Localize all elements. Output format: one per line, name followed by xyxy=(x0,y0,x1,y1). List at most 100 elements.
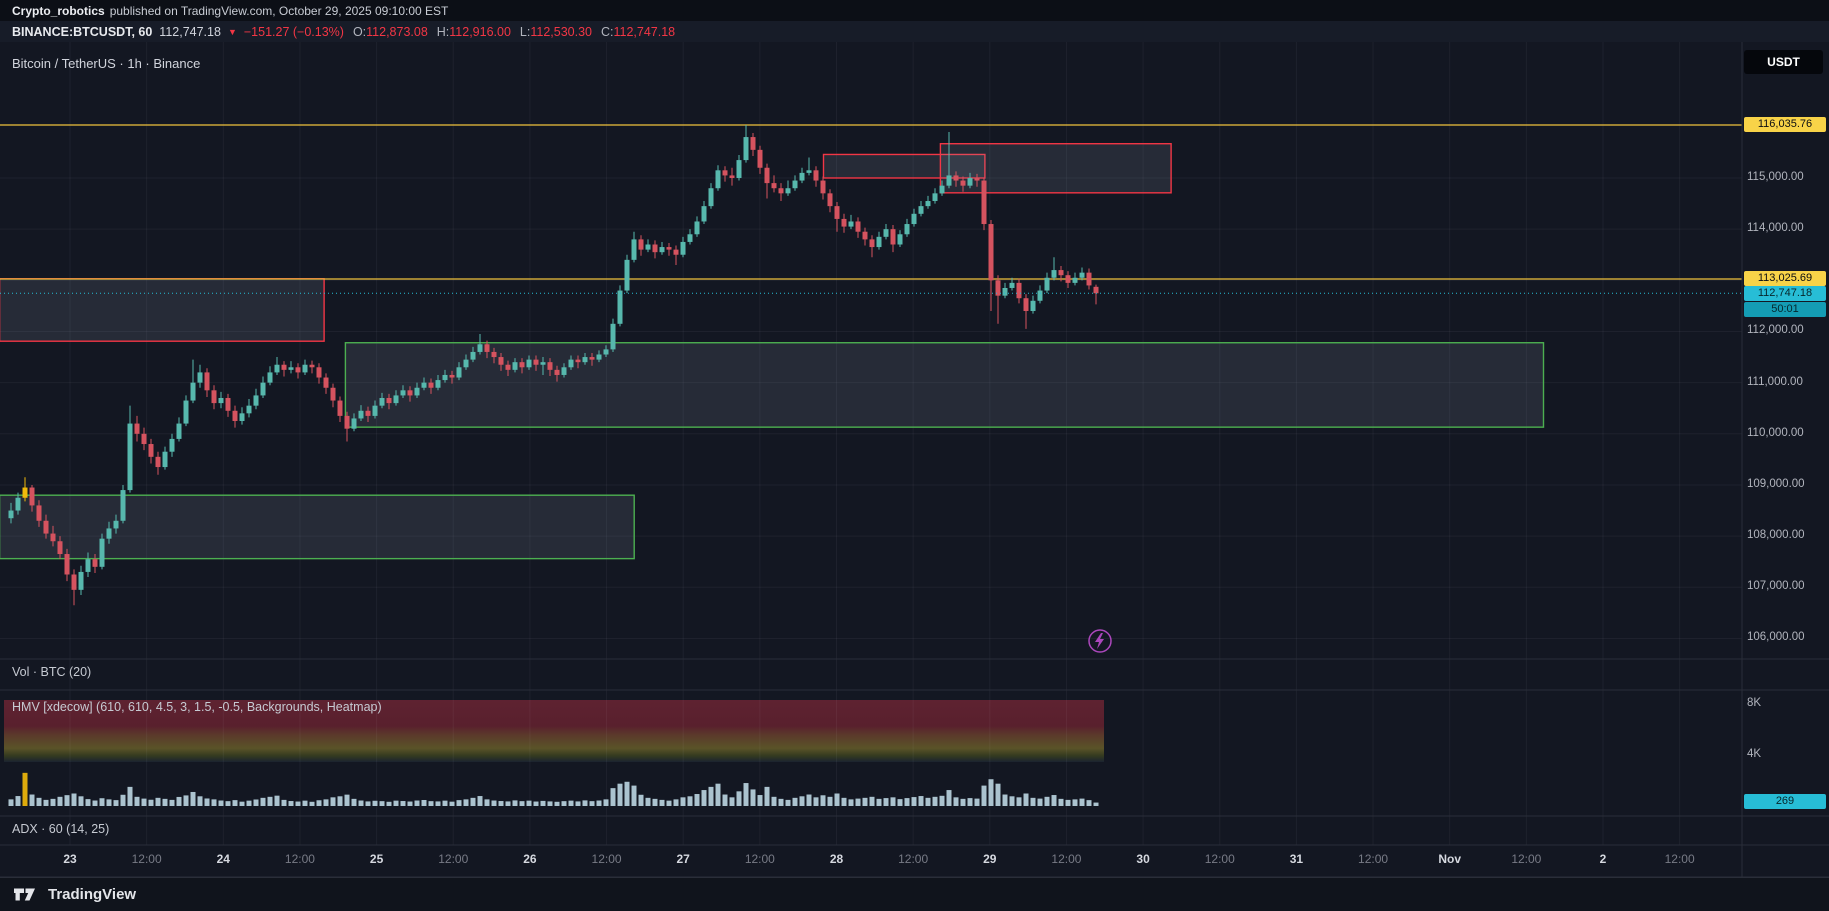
time-axis-label: 29 xyxy=(983,852,997,866)
candle-body xyxy=(820,180,826,194)
volume-bar xyxy=(260,797,266,806)
volume-bar xyxy=(589,801,595,806)
candle-body xyxy=(393,395,399,404)
lightning-icon[interactable] xyxy=(1095,633,1104,649)
tradingview-brand[interactable]: TradingView xyxy=(48,886,137,903)
volume-bar xyxy=(1051,795,1057,806)
candle-body xyxy=(631,239,637,260)
volume-bar xyxy=(680,797,686,806)
candle-body xyxy=(645,244,651,250)
candle-body xyxy=(421,382,427,388)
high-value: 112,916.00 xyxy=(449,24,511,39)
author-name[interactable]: Crypto_robotics xyxy=(12,3,105,18)
volume-bar xyxy=(99,798,105,806)
volume-bar xyxy=(631,785,637,806)
volume-bar xyxy=(932,796,938,806)
candle-body xyxy=(127,423,133,491)
volume-axis-label: 4K xyxy=(1747,748,1762,760)
candle-body xyxy=(281,364,287,370)
candle-body xyxy=(897,234,903,245)
time-axis-label: 23 xyxy=(63,852,77,866)
price-axis-label: 111,000.00 xyxy=(1747,375,1803,388)
footer-bar: TradingView xyxy=(0,877,1829,911)
price-line-label: 113,025.69 xyxy=(1744,271,1826,286)
volume-bar xyxy=(330,797,336,806)
volume-bar xyxy=(785,799,791,806)
candle-body xyxy=(197,372,203,383)
candle-body xyxy=(1093,286,1099,294)
volume-bar xyxy=(764,786,770,806)
hmv-indicator-label[interactable]: HMV [xdecow] (610, 610, 4.5, 3, 1.5, -0.… xyxy=(12,700,382,714)
volume-bar xyxy=(750,789,756,806)
candle-body xyxy=(463,359,469,368)
volume-bar xyxy=(547,801,553,806)
volume-bar xyxy=(638,794,644,806)
candle-body xyxy=(8,510,14,519)
volume-bar xyxy=(302,800,308,806)
time-axis-label: Nov xyxy=(1438,852,1462,866)
candle-body xyxy=(162,451,168,468)
candle-body xyxy=(953,175,959,181)
volume-bar xyxy=(715,783,721,806)
candle-body xyxy=(540,362,546,365)
candle-body xyxy=(708,188,714,207)
candle-body xyxy=(729,175,735,178)
volume-bar xyxy=(1079,798,1085,806)
candle-body xyxy=(288,367,294,370)
volume-bar xyxy=(533,801,539,806)
currency-toggle-button[interactable]: USDT xyxy=(1744,50,1823,74)
volume-indicator-label[interactable]: Vol · BTC (20) xyxy=(12,665,92,679)
time-axis-label: 12:00 xyxy=(1358,852,1389,866)
candle-body xyxy=(575,359,581,363)
candle-body xyxy=(519,362,525,368)
volume-bar xyxy=(841,797,847,806)
time-axis[interactable] xyxy=(0,845,1742,877)
boost-circle-icon[interactable] xyxy=(1088,629,1112,653)
candle-countdown: 50:01 xyxy=(1744,302,1826,318)
adx-indicator-label[interactable]: ADX · 60 (14, 25) xyxy=(12,822,110,836)
close-value: 112,747.18 xyxy=(613,24,676,39)
volume-bar xyxy=(988,779,994,806)
price-axis-label: 106,000.00 xyxy=(1747,631,1805,644)
symbol-name[interactable]: BINANCE:BTCUSDT, 60 xyxy=(12,24,153,39)
volume-bar xyxy=(393,800,399,806)
candle-body xyxy=(526,359,532,368)
candle-body xyxy=(841,218,847,227)
symbol-info-bar: BINANCE:BTCUSDT, 60 112,747.18 ▼ −151.27… xyxy=(0,21,1829,42)
time-axis-label: 12:00 xyxy=(131,852,162,866)
price-down-icon: ▼ xyxy=(227,26,237,37)
volume-bar xyxy=(1072,799,1078,806)
time-axis-label: 12:00 xyxy=(284,852,315,866)
volume-bar xyxy=(22,772,28,806)
time-axis-label: 12:00 xyxy=(591,852,622,866)
candle-body xyxy=(1009,282,1015,288)
candle-body xyxy=(57,541,63,555)
boost-button[interactable] xyxy=(1088,629,1112,653)
volume-bar xyxy=(582,800,588,806)
candle-body xyxy=(862,231,868,240)
volume-bar xyxy=(281,799,287,806)
low-label: L: xyxy=(519,24,531,39)
candle-body xyxy=(155,456,161,468)
tradingview-logo-icon[interactable] xyxy=(14,886,40,903)
volume-bar xyxy=(162,798,168,806)
candle-body xyxy=(967,177,973,186)
candle-body xyxy=(330,387,336,401)
zone-supply-b xyxy=(939,143,1172,194)
candle-body xyxy=(904,224,910,235)
time-axis-label: 12:00 xyxy=(1051,852,1082,866)
price-axis-label: 110,000.00 xyxy=(1747,426,1804,439)
volume-bar xyxy=(876,798,882,806)
low-value: 112,530.30 xyxy=(530,24,592,39)
volume-bar xyxy=(1023,793,1029,806)
current-volume-label: 269 xyxy=(1744,794,1826,809)
candle-body xyxy=(722,170,728,176)
volume-bar xyxy=(1002,794,1008,806)
candle-body xyxy=(806,170,812,173)
zone-demand-low xyxy=(0,494,635,560)
time-axis-label: 24 xyxy=(216,852,230,866)
candle-body xyxy=(533,359,539,365)
zone-supply-left xyxy=(0,278,325,342)
